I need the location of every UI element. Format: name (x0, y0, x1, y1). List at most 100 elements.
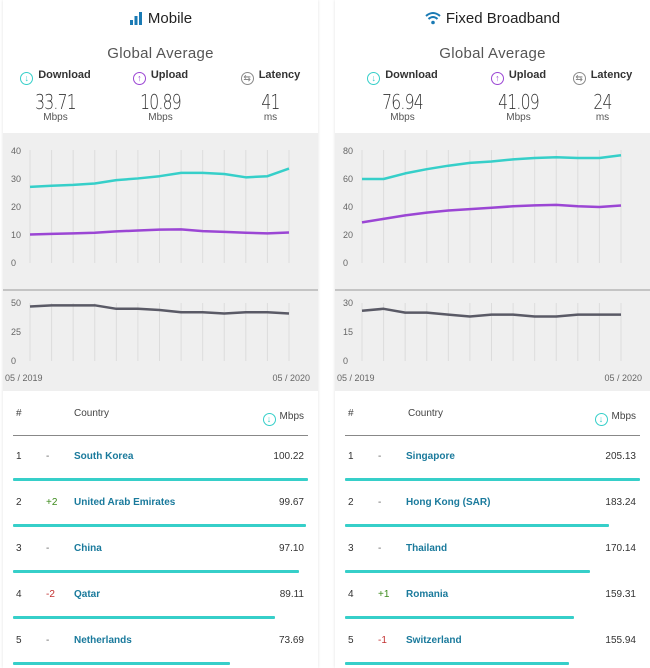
y-tick-label: 0 (11, 356, 16, 366)
table-row[interactable]: 1 - Singapore 205.13 (335, 436, 650, 482)
speed-bar (345, 616, 574, 619)
mbps-header[interactable]: ↓ Mbps (262, 411, 304, 426)
speed-bar (13, 570, 299, 573)
upload-line (361, 203, 622, 224)
download-arrow-icon: ↓ (367, 72, 381, 85)
header-divider (13, 435, 308, 436)
download-arrow-icon: ↓ (20, 72, 34, 85)
trend-chart-svg: 80 60 40 20 0 30 15 0 05 / 2019 05 / 2020 (335, 146, 650, 383)
table-row[interactable]: 4 -2 Qatar 89.11 (3, 574, 318, 620)
speed-value: 99.67 (278, 497, 304, 508)
change-cell: - (378, 451, 382, 462)
rank-cell: 3 (16, 543, 22, 554)
speed-bar (345, 662, 569, 665)
download-unit: Mbps (43, 112, 68, 123)
speed-value: 97.10 (278, 543, 304, 554)
rank-cell: 2 (16, 497, 22, 508)
rank-header: # (16, 408, 22, 419)
table-row[interactable]: 2 - Hong Kong (SAR) 183.24 (335, 482, 650, 528)
upload-arrow-icon: ↑ (490, 72, 504, 85)
mbps-header-label: Mbps (279, 411, 304, 422)
x-end-label: 05 / 2020 (604, 373, 642, 383)
latency-unit: ms (595, 112, 610, 123)
panel-title[interactable]: Fixed Broadband (335, 10, 650, 29)
country-link[interactable]: Romania (406, 589, 449, 600)
speed-value: 155.94 (605, 635, 636, 646)
download-value: 76.94 (382, 90, 424, 114)
speed-value: 183.24 (605, 497, 636, 508)
latency-label: Latency (590, 69, 633, 81)
y-tick-label: 50 (11, 298, 21, 308)
download-line (29, 167, 290, 189)
y-tick-label: 10 (11, 230, 21, 240)
upload-metric: ↑ Upload 10.89 Mbps (113, 69, 208, 123)
y-tick-label: 80 (343, 146, 353, 156)
latency-unit: ms (263, 112, 278, 123)
latency-swap-icon: ⇆ (240, 72, 254, 85)
speed-bar (13, 662, 230, 665)
table-row[interactable]: 4 +1 Romania 159.31 (335, 574, 650, 620)
country-link[interactable]: Netherlands (74, 635, 132, 646)
country-link[interactable]: Qatar (74, 589, 101, 600)
rank-cell: 1 (16, 451, 22, 462)
upload-metric: ↑ Upload 41.09 Mbps (471, 69, 566, 123)
y-tick-label: 0 (343, 258, 348, 268)
rank-cell: 4 (16, 589, 22, 600)
latency-value: 24 (593, 90, 612, 114)
panel-title-text: Mobile (147, 10, 193, 27)
global-average-heading: Global Average (107, 45, 214, 62)
rank-cell: 5 (348, 635, 354, 646)
y-tick-label: 20 (343, 230, 353, 240)
table-row[interactable]: 3 - Thailand 170.14 (335, 528, 650, 574)
panel-header: Fixed Broadband Global Average ↓ Download… (335, 0, 650, 133)
country-link[interactable]: Thailand (406, 543, 448, 554)
rank-cell: 5 (16, 635, 22, 646)
table-row[interactable]: 3 - China 97.10 (3, 528, 318, 574)
table-row[interactable]: 2 +2 United Arab Emirates 99.67 (3, 482, 318, 528)
speed-bar (13, 524, 306, 527)
change-cell: +2 (46, 497, 58, 508)
download-metric: ↓ Download 76.94 Mbps (355, 69, 450, 123)
y-tick-label: 30 (343, 298, 353, 308)
mbps-header[interactable]: ↓ Mbps (594, 411, 636, 426)
change-cell: -1 (378, 635, 387, 646)
country-link[interactable]: Singapore (406, 451, 455, 462)
change-cell: -2 (46, 589, 55, 600)
rank-cell: 1 (348, 451, 354, 462)
trend-chart: 40 30 20 10 0 50 25 0 05 / 2019 05 / 2020 (3, 133, 318, 391)
upload-value: 41.09 (498, 90, 540, 114)
upload-value: 10.89 (140, 90, 182, 114)
rank-cell: 3 (348, 543, 354, 554)
speed-bar (345, 524, 609, 527)
table-row[interactable]: 5 - Netherlands 73.69 (3, 620, 318, 666)
country-link[interactable]: China (74, 543, 102, 554)
latency-metric: ⇆ Latency 24 ms (555, 69, 650, 123)
upload-label: Upload (150, 69, 189, 81)
change-cell: - (46, 635, 50, 646)
change-cell: - (378, 543, 382, 554)
country-link[interactable]: Switzerland (406, 635, 462, 646)
panel-title[interactable]: Mobile (3, 10, 318, 29)
country-link[interactable]: South Korea (74, 451, 134, 462)
x-start-label: 05 / 2019 (5, 373, 43, 383)
country-link[interactable]: United Arab Emirates (74, 497, 176, 508)
panel-title-text: Fixed Broadband (445, 10, 561, 27)
download-unit: Mbps (390, 112, 415, 123)
speed-value: 170.14 (605, 543, 636, 554)
y-tick-label: 0 (343, 356, 348, 366)
y-tick-label: 25 (11, 327, 21, 337)
change-cell: - (46, 543, 50, 554)
country-link[interactable]: Hong Kong (SAR) (406, 497, 491, 508)
speed-value: 205.13 (605, 451, 636, 462)
rank-cell: 4 (348, 589, 354, 600)
table-row[interactable]: 1 - South Korea 100.22 (3, 436, 318, 482)
table-row[interactable]: 5 -1 Switzerland 155.94 (335, 620, 650, 666)
y-tick-label: 20 (11, 202, 21, 212)
speed-bar (13, 616, 275, 619)
y-tick-label: 15 (343, 327, 353, 337)
download-line (362, 154, 622, 181)
country-header: Country (408, 408, 444, 419)
download-label: Download (38, 69, 91, 81)
mobile-panel: Mobile Global Average ↓ Download 33.71 Mb… (3, 0, 318, 668)
y-tick-label: 60 (343, 174, 353, 184)
